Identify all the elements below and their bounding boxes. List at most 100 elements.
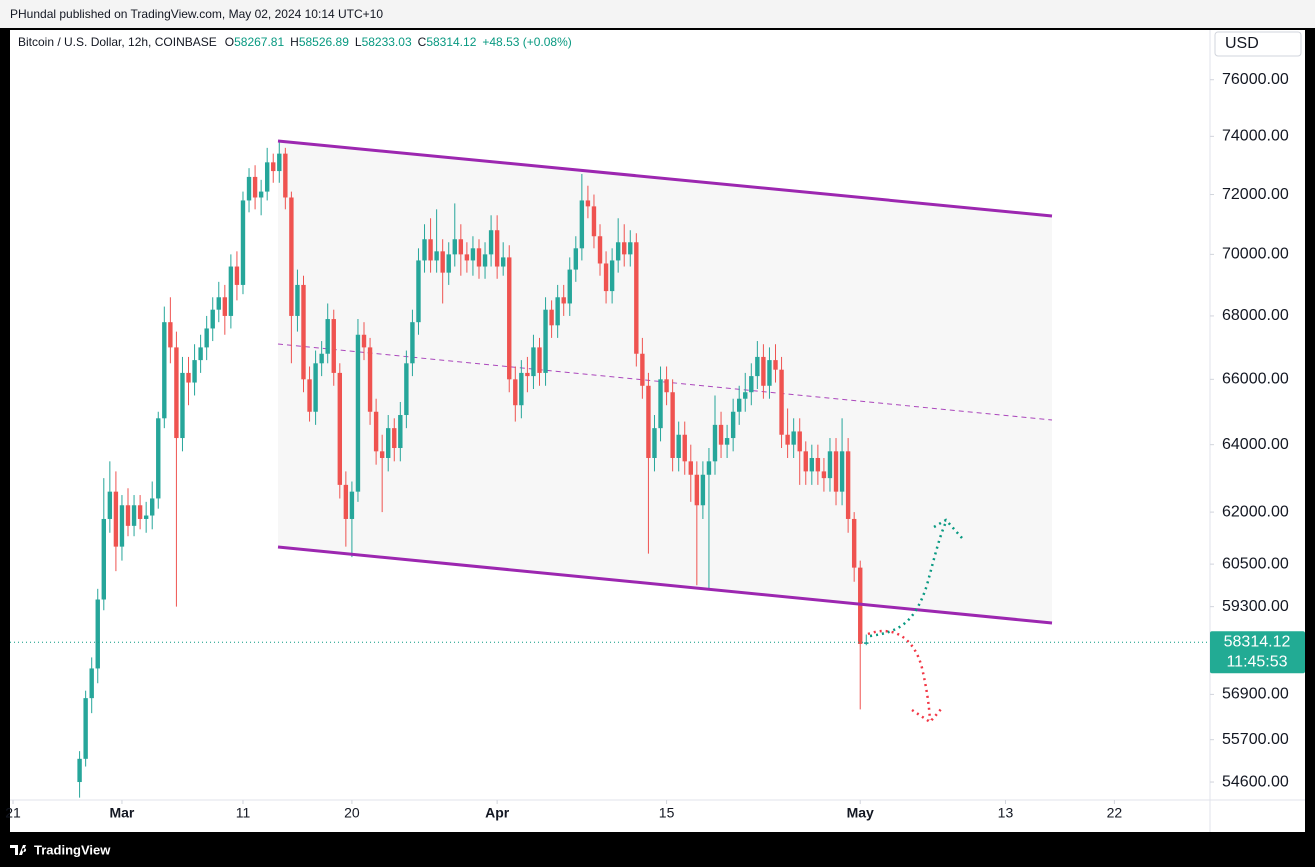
candle-body [851, 518, 857, 568]
candle-body [670, 392, 675, 458]
candle-body [156, 418, 161, 499]
candle-body [271, 162, 276, 172]
candle-body [283, 153, 288, 198]
candle-body [549, 309, 554, 326]
candle-body [476, 248, 482, 267]
candle-body [664, 379, 669, 393]
candle-body [301, 284, 306, 380]
candle-body [803, 451, 808, 472]
ohlc-label: O [225, 35, 234, 49]
candle-body [289, 197, 294, 316]
candle-body [712, 424, 718, 462]
y-tick-label: 76000.00 [1222, 71, 1289, 88]
candle-body [634, 242, 639, 354]
ohlc-value: 58233.03 [362, 35, 412, 49]
y-tick-label: 60500.00 [1222, 555, 1289, 572]
y-tick-label: 56900.00 [1222, 686, 1289, 703]
candle-body [168, 322, 173, 348]
candle-body [113, 491, 119, 547]
candle-body [767, 360, 772, 386]
currency-box[interactable] [1214, 31, 1302, 57]
candle-body [597, 236, 603, 264]
x-tick-label: 22 [1107, 805, 1123, 821]
candle-body [392, 428, 397, 448]
x-tick-label: Apr [485, 805, 510, 821]
candle-body [240, 200, 246, 285]
candle-body [434, 251, 439, 261]
candle-body [555, 297, 560, 326]
candle-body [331, 319, 336, 373]
candle-body [743, 392, 748, 399]
candle-body [361, 334, 367, 348]
candle-body [119, 505, 125, 547]
candle-body [216, 297, 221, 310]
brand: TradingView [34, 842, 111, 857]
y-tick-label: 74000.00 [1222, 128, 1289, 145]
candle-body [700, 474, 706, 506]
candle-body [694, 474, 700, 506]
candle-body [543, 309, 548, 373]
candle-body [513, 379, 518, 406]
up-arrow-head [933, 518, 963, 539]
candle-body [827, 451, 833, 479]
candle-body [628, 242, 633, 255]
change: +48.53 (+0.08%) [482, 35, 571, 49]
y-tick-label: 55700.00 [1222, 731, 1289, 748]
candle-body [682, 434, 687, 462]
candle-body [95, 599, 100, 669]
candle-body [404, 363, 409, 416]
currency[interactable]: USD [1225, 35, 1259, 52]
candle-body [77, 758, 82, 783]
candle-body [845, 451, 851, 519]
candle-body [755, 356, 760, 377]
candle-body [591, 206, 597, 237]
candle-body [531, 347, 536, 377]
candle-body [779, 369, 784, 435]
candle-body [494, 230, 500, 267]
candle-body [325, 319, 330, 354]
y-tick-label: 70000.00 [1222, 246, 1289, 263]
candle-body [718, 424, 724, 445]
candle-body [222, 297, 228, 316]
candle-body [186, 372, 191, 383]
candle-body [416, 260, 421, 323]
candle-body [815, 457, 821, 472]
candle-body [640, 353, 645, 386]
ohlc-value: 58267.81 [234, 35, 284, 49]
candle-body [730, 411, 736, 439]
y-tick-label: 54600.00 [1222, 773, 1289, 790]
candle-body [355, 334, 361, 492]
x-tick-label: 13 [998, 805, 1014, 821]
candle-body [749, 376, 754, 393]
ohlc-label: H [290, 35, 299, 49]
price-tag-value: 58314.12 [1224, 633, 1291, 650]
candles [10, 142, 1210, 798]
candle-body [210, 309, 215, 329]
candle-body [319, 353, 324, 364]
y-tick-label: 59300.00 [1222, 598, 1289, 615]
x-tick-label: 15 [659, 805, 675, 821]
candle-body [264, 162, 270, 192]
candle-body [337, 372, 343, 485]
price-tag [1210, 631, 1305, 674]
y-tick-label: 72000.00 [1222, 186, 1289, 203]
candle-body [791, 431, 796, 445]
candle-body [470, 248, 476, 261]
y-tick-label: 68000.00 [1222, 307, 1289, 324]
candle-body [864, 642, 869, 644]
ohlc-label: C [418, 35, 427, 49]
candle-body [458, 239, 464, 255]
candle-body [246, 176, 252, 201]
candle-body [519, 372, 524, 406]
ohlc-value: 58314.12 [426, 35, 476, 49]
symbol: Bitcoin / U.S. Dollar, 12h, COINBASE [18, 35, 217, 49]
down-arrow [867, 629, 932, 721]
candle-body [428, 239, 433, 261]
candle-body [567, 269, 572, 304]
candle-body [410, 322, 415, 364]
candle-body [101, 518, 106, 600]
candle-body [277, 153, 282, 172]
candle-body [107, 491, 113, 519]
